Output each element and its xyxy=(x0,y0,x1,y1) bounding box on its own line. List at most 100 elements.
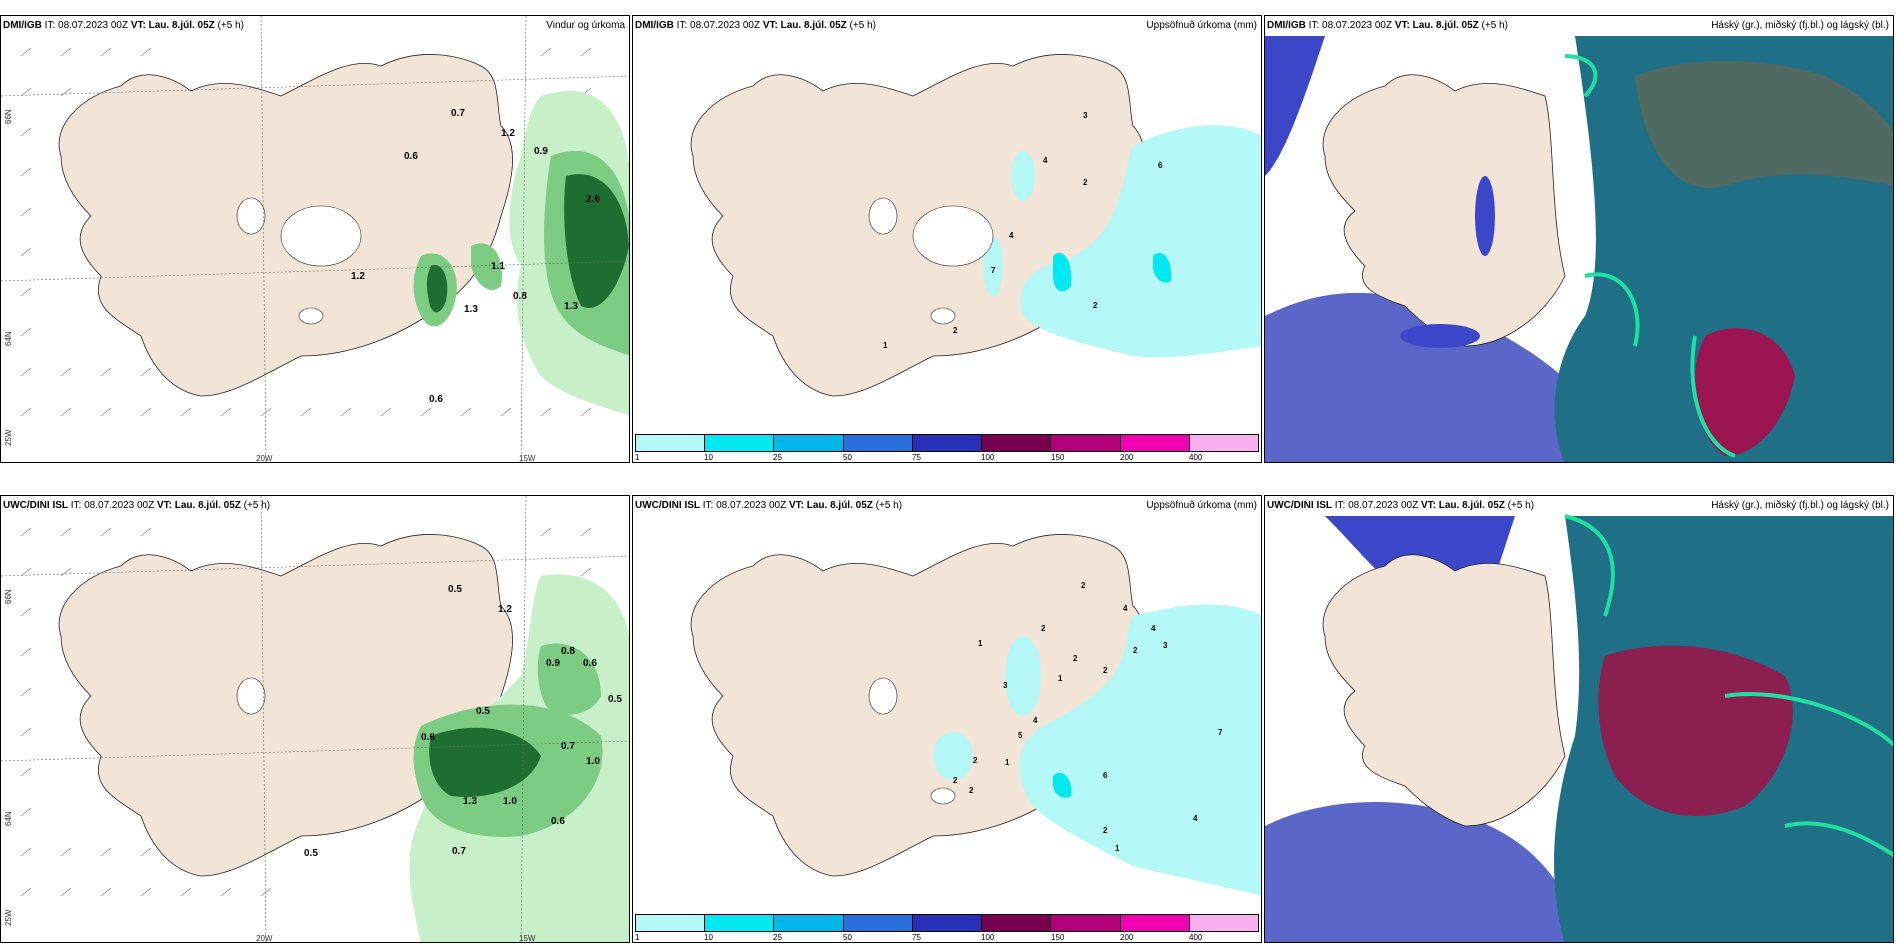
map-canvas xyxy=(633,496,1261,942)
axis-label: 20W xyxy=(256,934,273,943)
legend-swatch xyxy=(1051,435,1121,451)
value-label: 1.3 xyxy=(564,301,578,312)
value-label: 2 xyxy=(1103,826,1108,835)
value-label: 0.6 xyxy=(429,394,443,405)
value-label: 0.8 xyxy=(561,646,575,657)
value-label: 0.5 xyxy=(448,584,462,595)
value-label: 2 xyxy=(1103,666,1108,675)
value-label: 2 xyxy=(953,326,958,335)
legend-swatch xyxy=(912,915,983,931)
value-label: 2 xyxy=(1041,624,1046,633)
value-label: 1 xyxy=(1005,758,1010,767)
legend-tick: 100 xyxy=(981,453,995,462)
axis-label: 15W xyxy=(519,934,536,943)
value-label: 1.3 xyxy=(464,304,478,315)
value-label: 4 xyxy=(1123,604,1128,613)
value-label: 6 xyxy=(1103,771,1108,780)
legend-swatch xyxy=(982,915,1052,931)
value-label: 4 xyxy=(1193,814,1198,823)
legend-swatch xyxy=(705,435,775,451)
legend-tick: 75 xyxy=(912,453,921,462)
legend-swatch xyxy=(774,435,844,451)
axis-label: 25W xyxy=(4,429,13,446)
panel-title: UWC/DINI ISL IT: 08.07.2023 00Z VT: Lau.… xyxy=(3,500,271,511)
value-label: 0.8 xyxy=(513,291,527,302)
value-label: 0.7 xyxy=(451,108,465,119)
panel-title: DMI/IGB IT: 08.07.2023 00Z VT: Lau. 8.jú… xyxy=(3,20,244,31)
legend-tick: 10 xyxy=(704,453,713,462)
map-canvas xyxy=(633,16,1261,462)
legend-swatch xyxy=(636,915,706,931)
legend-swatch xyxy=(636,435,706,451)
axis-label: 25W xyxy=(4,909,13,926)
legend-tick: 150 xyxy=(1051,933,1065,942)
legend-tick: 10 xyxy=(704,933,713,942)
axis-label: 66N xyxy=(4,589,13,604)
map-canvas xyxy=(1,16,629,462)
legend-tick: 50 xyxy=(843,453,852,462)
map-canvas xyxy=(1265,496,1893,942)
legend-tick: 400 xyxy=(1189,453,1203,462)
value-label: 2 xyxy=(1093,301,1098,310)
value-label: 0.6 xyxy=(583,658,597,669)
legend-swatch xyxy=(1189,915,1258,931)
map-canvas xyxy=(1265,16,1893,462)
map-panel-wind-precip-uwc: UWC/DINI ISL IT: 08.07.2023 00Z VT: Lau.… xyxy=(0,495,630,943)
legend-tick: 25 xyxy=(773,453,782,462)
colorbar-legend: 1 10 25 50 75 100 150 200 400 xyxy=(633,434,1261,462)
value-label: 1.2 xyxy=(501,128,515,139)
legend-swatch xyxy=(774,915,844,931)
value-label: 2 xyxy=(1133,646,1138,655)
value-label: 2 xyxy=(1083,178,1088,187)
value-label: 1 xyxy=(978,639,983,648)
value-label: 2 xyxy=(1081,581,1086,590)
colorbar-legend: 1 10 25 50 75 100 150 200 400 xyxy=(633,914,1261,942)
legend-tick: 400 xyxy=(1189,933,1203,942)
value-label: 1.0 xyxy=(503,796,517,807)
value-label: 7 xyxy=(1218,728,1223,737)
value-label: 1 xyxy=(883,341,888,350)
value-label: 3 xyxy=(1163,641,1168,650)
legend-tick: 1 xyxy=(635,933,640,942)
value-label: 5 xyxy=(1018,731,1023,740)
value-label: 4 xyxy=(1033,716,1038,725)
panel-product: Háský (gr.), miðský (fj.bl.) og lágský (… xyxy=(1711,500,1889,511)
legend-tick: 75 xyxy=(912,933,921,942)
value-label: 3 xyxy=(1003,681,1008,690)
legend-tick: 1 xyxy=(635,453,640,462)
axis-label: 66N xyxy=(4,109,13,124)
value-label: 0.5 xyxy=(608,694,622,705)
value-label: 0.9 xyxy=(546,658,560,669)
map-panel-clouds-uwc: UWC/DINI ISL IT: 08.07.2023 00Z VT: Lau.… xyxy=(1264,495,1894,943)
value-label: 0.9 xyxy=(534,146,548,157)
value-label: 4 xyxy=(1009,231,1014,240)
value-label: 0.6 xyxy=(404,151,418,162)
legend-swatch xyxy=(705,915,775,931)
value-label: 0.7 xyxy=(452,846,466,857)
map-panel-wind-precip-dmi: DMI/IGB IT: 08.07.2023 00Z VT: Lau. 8.jú… xyxy=(0,15,630,463)
axis-label: 64N xyxy=(4,811,13,826)
panel-product: Vindur og úrkoma xyxy=(546,20,625,31)
legend-tick: 50 xyxy=(843,933,852,942)
value-label: 6 xyxy=(1158,161,1163,170)
panel-title: UWC/DINI ISL IT: 08.07.2023 00Z VT: Lau.… xyxy=(635,500,903,511)
legend-tick: 25 xyxy=(773,933,782,942)
legend-tick: 200 xyxy=(1120,453,1134,462)
map-panel-accum-precip-dmi: DMI/IGB IT: 08.07.2023 00Z VT: Lau. 8.jú… xyxy=(632,15,1262,463)
value-label: 4 xyxy=(1043,156,1048,165)
value-label: 0.6 xyxy=(421,732,435,743)
value-label: 1.2 xyxy=(498,604,512,615)
value-label: 2 xyxy=(1073,654,1078,663)
legend-swatch xyxy=(1051,915,1121,931)
value-label: 1 xyxy=(1115,844,1120,853)
legend-swatch xyxy=(912,435,983,451)
map-canvas xyxy=(1,496,629,942)
value-label: 2 xyxy=(973,756,978,765)
panel-product: Uppsöfnuð úrkoma (mm) xyxy=(1146,500,1257,511)
value-label: 1.0 xyxy=(586,756,600,767)
value-label: 4 xyxy=(1151,624,1156,633)
value-label: 1.3 xyxy=(463,796,477,807)
map-panel-clouds-dmi: DMI/IGB IT: 08.07.2023 00Z VT: Lau. 8.jú… xyxy=(1264,15,1894,463)
value-label: 1.2 xyxy=(351,271,365,282)
value-label: 2 xyxy=(969,786,974,795)
